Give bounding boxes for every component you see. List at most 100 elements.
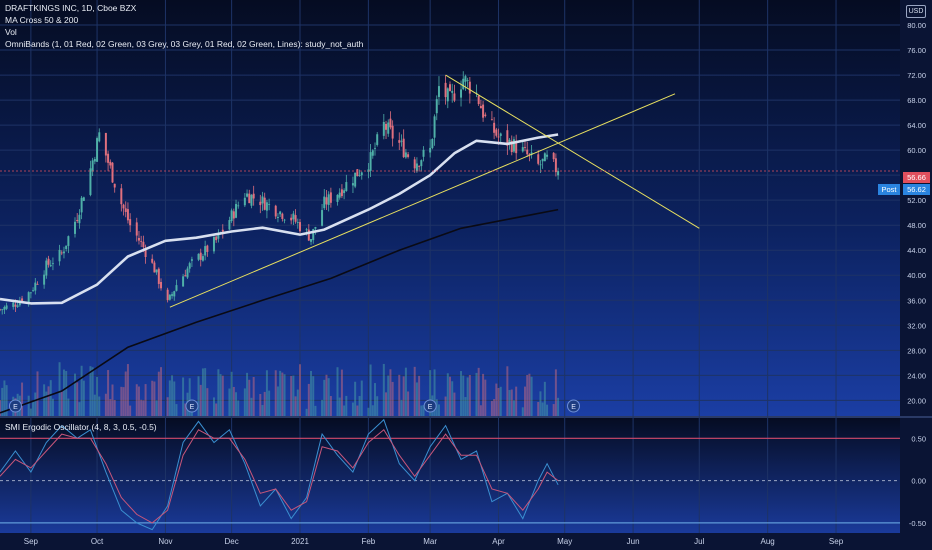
y-tick-label: 68.00 — [907, 96, 926, 105]
earnings-marker-circle — [423, 399, 437, 413]
volume-bar — [444, 396, 447, 416]
volume-bar — [151, 380, 154, 416]
volume-bar — [104, 393, 107, 416]
volume-label[interactable]: Vol — [5, 27, 17, 37]
candle-body — [453, 93, 456, 101]
volume-bar — [325, 374, 328, 416]
candle-body — [404, 152, 407, 158]
candle-body — [98, 132, 101, 142]
volume-bar — [376, 396, 379, 416]
volume-bar — [382, 363, 385, 416]
candle-body — [338, 192, 341, 198]
volume-bar — [305, 408, 308, 416]
candle-body — [512, 139, 515, 152]
candle-body — [126, 209, 129, 221]
volume-bar — [237, 400, 240, 416]
currency-button[interactable]: USD — [906, 5, 926, 18]
volume-bar — [391, 381, 394, 416]
volume-bar — [468, 374, 471, 416]
earnings-marker[interactable]: E — [423, 399, 437, 413]
volume-bar — [528, 373, 531, 416]
volume-bar — [338, 397, 341, 416]
oscillator-pane-background — [0, 418, 900, 533]
volume-bar — [34, 392, 37, 416]
volume-bar — [283, 374, 286, 416]
volume-bar — [418, 375, 421, 416]
volume-bar — [307, 383, 310, 416]
candle-body — [422, 149, 425, 157]
volume-bar — [96, 376, 99, 416]
omnibands-label[interactable]: OmniBands (1, 01 Red, 02 Green, 03 Grey,… — [5, 39, 364, 49]
candle-body — [557, 171, 560, 176]
candle-body — [497, 136, 500, 138]
candle-body — [479, 105, 482, 109]
earnings-marker[interactable]: E — [8, 399, 22, 413]
candle-body — [184, 275, 187, 277]
volume-bar — [398, 374, 401, 416]
volume-bar — [107, 370, 110, 416]
volume-bar — [404, 367, 407, 416]
candle-body — [47, 258, 50, 265]
trendline — [445, 74, 700, 229]
volume-bar — [327, 378, 330, 416]
candle-body — [188, 263, 191, 269]
x-tick-label: Mar — [423, 537, 437, 546]
candle-body — [140, 241, 143, 242]
candle-body — [376, 134, 379, 145]
volume-bar — [98, 396, 101, 416]
volume-bar — [294, 396, 297, 416]
volume-bar — [120, 386, 123, 416]
volume-bar — [449, 376, 451, 416]
y-tick-label: 28.00 — [907, 346, 926, 355]
volume-bar — [490, 401, 493, 416]
candle-body — [153, 262, 156, 273]
candle-body — [464, 76, 467, 82]
volume-bar — [402, 376, 405, 416]
volume-bar — [345, 395, 348, 416]
volume-bar — [263, 391, 266, 416]
oscillator-lines — [0, 418, 559, 531]
candle-body — [215, 236, 218, 241]
candle-body — [82, 197, 85, 201]
volume-bar — [312, 376, 315, 416]
candle-body — [166, 289, 169, 301]
volume-bar — [221, 375, 224, 416]
candle-body — [521, 147, 524, 152]
candle-body — [391, 125, 394, 139]
volume-bar — [43, 384, 46, 416]
candle-body — [307, 229, 310, 241]
y-tick-label: 76.00 — [907, 46, 926, 55]
candle-body — [60, 252, 63, 254]
earnings-marker-label: E — [571, 404, 576, 411]
symbol-title[interactable]: DRAFTKINGS INC, 1D, Cboe BZX — [5, 3, 137, 13]
volume-bar — [460, 371, 463, 416]
candle-body — [292, 213, 295, 220]
volume-bar — [3, 380, 6, 416]
volume-bar — [212, 397, 215, 416]
candle-body — [190, 259, 193, 261]
oscillator-title[interactable]: SMI Ergodic Oscillator (4, 8, 3, 0.5, -0… — [5, 422, 157, 432]
ma-cross-label[interactable]: MA Cross 50 & 200 — [5, 15, 79, 25]
volume-bar — [279, 370, 282, 416]
candle-body — [418, 165, 421, 167]
candle-body — [197, 253, 200, 260]
volume-bar — [78, 402, 81, 416]
candle-body — [524, 147, 526, 148]
volume-bar — [252, 377, 255, 416]
candle-body — [314, 227, 317, 229]
x-tick-label: Aug — [761, 537, 775, 546]
volume-bar — [369, 364, 372, 416]
candle-body — [385, 123, 388, 130]
earnings-marker[interactable]: E — [185, 399, 199, 413]
volume-bar — [479, 405, 482, 416]
candle-body — [111, 162, 114, 183]
candle-body — [3, 306, 6, 310]
candle-body — [5, 305, 8, 309]
candle-body — [312, 229, 315, 241]
candle-body — [543, 153, 546, 162]
candle-body — [135, 222, 138, 236]
earnings-marker[interactable]: E — [567, 399, 581, 413]
y-tick-label: 80.00 — [907, 21, 926, 30]
